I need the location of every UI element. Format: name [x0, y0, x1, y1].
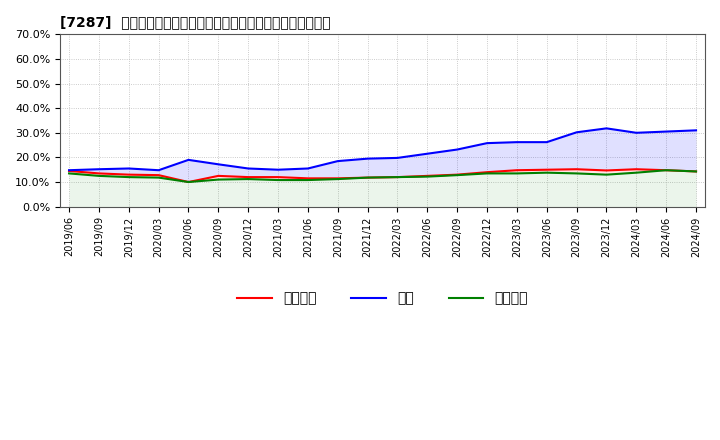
売上債権 [453, 172, 462, 177]
売上債権 [542, 167, 551, 172]
買入債務 [154, 175, 163, 180]
在庫 [482, 140, 491, 146]
買入債務 [542, 170, 551, 175]
売上債権 [602, 168, 611, 173]
売上債権 [364, 175, 372, 180]
買入債務 [125, 175, 133, 180]
買入債務 [94, 173, 103, 179]
Line: 在庫: 在庫 [69, 128, 696, 170]
売上債権 [572, 167, 581, 172]
在庫 [572, 130, 581, 135]
売上債権 [304, 176, 312, 181]
在庫 [393, 155, 402, 161]
売上債権 [125, 172, 133, 177]
在庫 [453, 147, 462, 152]
在庫 [244, 166, 253, 171]
売上債権 [244, 175, 253, 180]
売上債権 [692, 169, 701, 174]
売上債権 [154, 172, 163, 178]
買入債務 [692, 169, 701, 174]
買入債務 [632, 170, 641, 175]
買入債務 [572, 171, 581, 176]
在庫 [542, 139, 551, 145]
Line: 買入債務: 買入債務 [69, 170, 696, 182]
買入債務 [244, 176, 253, 182]
買入債務 [274, 177, 282, 183]
在庫 [692, 128, 701, 133]
売上債権 [274, 175, 282, 180]
Legend: 売上債権, 在庫, 買入債務: 売上債権, 在庫, 買入債務 [232, 286, 534, 311]
在庫 [304, 166, 312, 171]
買入債務 [364, 175, 372, 180]
在庫 [184, 157, 193, 162]
在庫 [632, 130, 641, 136]
在庫 [364, 156, 372, 161]
買入債務 [65, 171, 73, 176]
売上債権 [333, 176, 342, 181]
買入債務 [602, 172, 611, 177]
Line: 売上債権: 売上債権 [69, 169, 696, 182]
売上債権 [184, 180, 193, 185]
在庫 [423, 151, 432, 156]
買入債務 [453, 172, 462, 178]
売上債権 [94, 171, 103, 176]
売上債権 [632, 167, 641, 172]
売上債権 [393, 175, 402, 180]
売上債権 [214, 173, 222, 179]
在庫 [65, 168, 73, 173]
売上債権 [423, 173, 432, 179]
買入債務 [393, 175, 402, 180]
在庫 [94, 167, 103, 172]
在庫 [602, 126, 611, 131]
在庫 [513, 139, 521, 145]
買入債務 [662, 168, 670, 173]
買入債務 [423, 174, 432, 179]
売上債権 [65, 169, 73, 174]
買入債務 [184, 180, 193, 185]
在庫 [125, 166, 133, 171]
在庫 [154, 168, 163, 173]
買入債務 [214, 177, 222, 182]
在庫 [214, 161, 222, 167]
在庫 [662, 129, 670, 134]
売上債権 [662, 168, 670, 173]
売上債権 [513, 168, 521, 173]
在庫 [274, 167, 282, 172]
買入債務 [513, 171, 521, 176]
在庫 [333, 158, 342, 164]
買入債務 [333, 176, 342, 182]
買入債務 [304, 177, 312, 183]
Text: [7287]  売上債権、在庫、買入債務の総資産に対する比率の推移: [7287] 売上債権、在庫、買入債務の総資産に対する比率の推移 [60, 15, 330, 29]
売上債権 [482, 169, 491, 175]
買入債務 [482, 171, 491, 176]
